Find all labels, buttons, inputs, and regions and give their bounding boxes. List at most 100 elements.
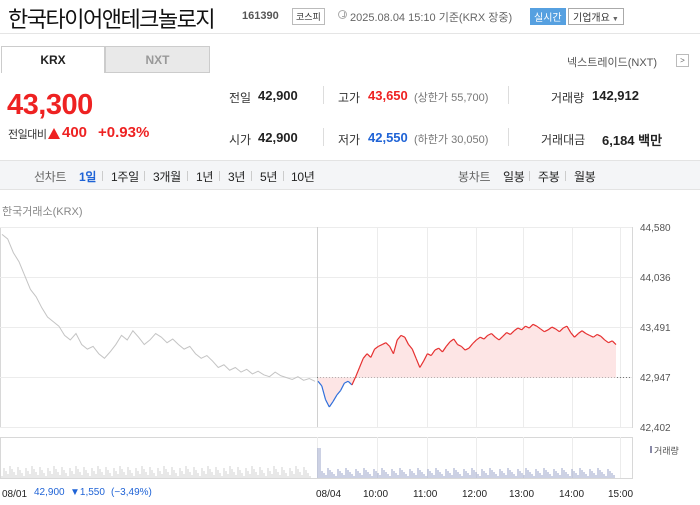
high-label: 고가 (338, 91, 361, 105)
today-line-segment (332, 394, 338, 402)
today-line-segment (392, 339, 398, 354)
today-line-segment (513, 327, 519, 332)
today-line-segment (362, 353, 368, 359)
today-line-segment (581, 330, 587, 335)
today-line-segment (555, 328, 560, 333)
prev-day-line (1, 233, 316, 382)
realtime-button[interactable]: 실시간 (530, 8, 566, 25)
prev-close-label: 전일 (229, 91, 252, 105)
up-triangle-icon (48, 128, 60, 139)
period-3y[interactable]: 3년 (228, 170, 246, 184)
stock-name: 한국타이어앤테크놀로지 (8, 8, 216, 33)
volume-value: 142,912 (592, 88, 639, 103)
line-chart-label[interactable]: 선차트 (34, 170, 67, 184)
chevron-right-icon[interactable]: > (676, 54, 689, 67)
chevron-down-icon: ▼ (611, 16, 619, 23)
high-value: 43,650 (368, 88, 408, 103)
today-line-segment (449, 338, 455, 343)
today-line-segment (358, 358, 364, 368)
period-1d[interactable]: 1일 (79, 170, 97, 184)
period-5y[interactable]: 5년 (260, 170, 278, 184)
period-weekly-candle[interactable]: 주봉 (538, 170, 560, 184)
divider (283, 171, 284, 181)
volume-legend: 거래량 (654, 446, 679, 456)
today-line-segment (498, 335, 504, 341)
today-line-segment (544, 329, 549, 333)
tab-krx[interactable]: KRX (1, 46, 105, 73)
today-line-segment (551, 326, 556, 330)
today-line-segment (577, 330, 583, 335)
divider (508, 86, 509, 104)
period-monthly-candle[interactable]: 월봉 (574, 170, 596, 184)
today-line-segment (468, 343, 474, 349)
period-10y[interactable]: 10년 (291, 170, 315, 184)
today-line-segment (476, 336, 481, 341)
x-tick-label: 15:00 (608, 489, 633, 500)
company-info-button[interactable]: 기업개요 ▼ (568, 8, 624, 25)
prev-day-change-percent: (−3,49%) (111, 487, 152, 498)
today-line-segment (438, 347, 443, 353)
period-1y[interactable]: 1년 (196, 170, 214, 184)
today-line-segment (396, 334, 402, 341)
period-3m[interactable]: 3개월 (153, 170, 181, 184)
today-line-segment (404, 336, 410, 345)
amount-label: 거래대금 (541, 133, 586, 147)
today-line-segment (355, 367, 361, 377)
today-line-segment (370, 348, 376, 358)
x-tick-label: 13:00 (509, 489, 534, 500)
clock-icon (338, 10, 347, 19)
today-line-segment (441, 346, 447, 353)
divider (219, 171, 220, 181)
period-1w[interactable]: 1주일 (111, 170, 139, 184)
today-line-segment (389, 346, 394, 354)
divider (251, 171, 252, 181)
today-line-segment (400, 334, 406, 338)
today-line-segment (423, 353, 428, 362)
price-change-percent: +0.93% (98, 124, 150, 141)
x-tick-label: 12:00 (462, 489, 487, 500)
today-line-segment (585, 332, 590, 336)
today-line-segment (589, 334, 594, 338)
today-line-segment (347, 380, 353, 386)
today-line-segment (340, 382, 345, 391)
today-line-segment (457, 343, 462, 347)
today-line-segment (317, 380, 323, 387)
x-tick-label: 08/04 (316, 489, 341, 500)
today-area (318, 324, 616, 407)
today-line-segment (502, 332, 508, 337)
today-line-segment (558, 327, 564, 333)
today-line-segment (491, 333, 496, 338)
today-line-segment (532, 323, 538, 327)
y-tick-label: 44,580 (640, 223, 671, 234)
today-line-segment (464, 347, 470, 351)
today-line-segment (536, 325, 541, 330)
divider (187, 171, 188, 181)
today-line-segment (351, 376, 357, 386)
divider (508, 128, 509, 146)
today-line-segment (506, 332, 511, 335)
today-line-segment (445, 341, 451, 347)
divider (565, 171, 566, 181)
company-info-label: 기업개요 (573, 13, 610, 24)
y-tick-label: 43,491 (640, 323, 671, 334)
x-tick-label: 11:00 (413, 489, 438, 500)
y-tick-label: 42,402 (640, 423, 671, 434)
today-line-segment (566, 325, 572, 333)
x-tick-label: 14:00 (559, 489, 584, 500)
open-value: 42,900 (258, 130, 298, 145)
today-line-segment (453, 338, 459, 345)
prev-close-value: 42,900 (258, 88, 298, 103)
today-line-segment (611, 340, 617, 345)
today-line-segment (366, 353, 372, 358)
today-line-segment (521, 325, 526, 331)
nextrade-link[interactable]: 넥스트레이드(NXT) (567, 57, 658, 69)
today-line-segment (430, 349, 436, 356)
candle-chart-label[interactable]: 봉차트 (458, 170, 491, 184)
today-line-segment (540, 328, 545, 333)
today-line-segment (378, 343, 383, 347)
amount-value: 6,184 백만 (602, 133, 663, 148)
period-daily-candle[interactable]: 일봉 (503, 170, 525, 184)
x-tick-label: 10:00 (363, 489, 388, 500)
tab-nxt[interactable]: NXT (105, 46, 210, 73)
